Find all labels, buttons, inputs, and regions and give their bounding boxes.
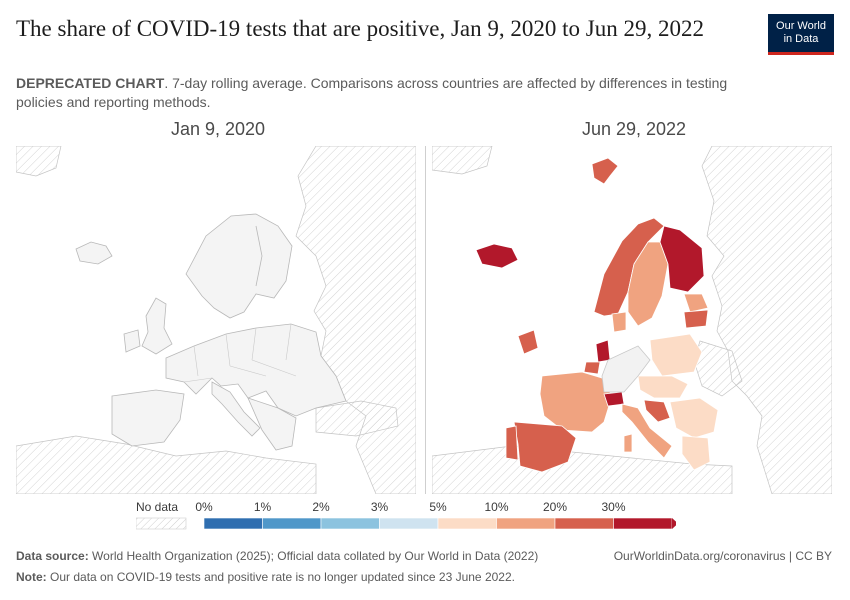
finland-line — [255, 225, 263, 287]
source-label: Data source: — [16, 549, 89, 563]
italy-shape — [621, 403, 673, 459]
turkey-shape — [315, 400, 399, 437]
legend-arrow-tip — [672, 518, 676, 529]
scandinavia-shape — [185, 213, 293, 319]
svalbard-shape — [591, 157, 619, 185]
latvia-shape — [683, 309, 709, 329]
germany-shape — [601, 345, 651, 393]
logo-line-2: in Data — [783, 33, 819, 45]
baltics-shape — [683, 293, 709, 313]
legend-tick-label: 0% — [195, 500, 213, 514]
finland-shape — [659, 225, 705, 293]
balkans-shape — [669, 397, 719, 439]
color-legend: No data 0% 1% 2% 3% 5% 10% 20% 30% — [136, 500, 676, 530]
subtitle-text: . 7-day rolling average. Comparisons acr… — [16, 75, 728, 110]
source-text: World Health Organization (2025); Offici… — [92, 549, 539, 563]
legend-bin-7 — [613, 517, 673, 530]
legend-bin-4 — [437, 517, 497, 530]
legend-tick-label: 10% — [484, 500, 508, 514]
legend-tick-label: 20% — [543, 500, 567, 514]
africa-shape — [16, 435, 317, 494]
portugal-shape — [505, 425, 519, 461]
legend-tick-label: 30% — [601, 500, 625, 514]
internal-borders — [183, 323, 297, 383]
croatia-shape — [643, 399, 671, 423]
france-shape — [539, 371, 613, 433]
belgium-shape — [583, 361, 601, 375]
russia-shape — [701, 146, 832, 494]
legend-bin-5 — [496, 517, 556, 530]
iceland-shape — [475, 243, 519, 269]
legend-bin-0 — [203, 517, 263, 530]
map-jan-2020[interactable] — [16, 146, 416, 494]
poland-shape — [649, 333, 703, 377]
owid-logo[interactable]: Our World in Data — [768, 14, 834, 55]
italy-shape — [211, 381, 261, 437]
legend-bin-1 — [262, 517, 322, 530]
logo-line-1: Our World — [776, 20, 826, 32]
legend-tick-label: 2% — [312, 500, 330, 514]
note-text: Our data on COVID-19 tests and positive … — [50, 570, 515, 584]
panel-divider — [425, 146, 426, 494]
chart-subtitle: DEPRECATED CHART. 7-day rolling average.… — [16, 74, 776, 112]
footer-note: Note: Our data on COVID-19 tests and pos… — [16, 570, 515, 585]
legend-bin-6 — [554, 517, 614, 530]
legend-tick-label: 1% — [254, 500, 272, 514]
subtitle-bold: DEPRECATED CHART — [16, 75, 165, 91]
legend-bin-3 — [379, 517, 439, 530]
iberia-shape — [111, 389, 185, 447]
greenland-shape — [16, 146, 62, 177]
footer-url[interactable]: OurWorldinData.org/coronavirus | CC BY — [613, 549, 832, 563]
map-jun-2022[interactable] — [432, 146, 832, 494]
spain-shape — [513, 421, 577, 473]
country-fills — [475, 157, 719, 473]
chart-title: The share of COVID-19 tests that are pos… — [16, 16, 704, 41]
iceland-shape — [75, 241, 113, 265]
greenland-shape — [432, 146, 493, 175]
note-label: Note: — [16, 570, 47, 584]
netherlands-shape — [595, 339, 611, 363]
sweden-shape — [627, 241, 669, 327]
panel-title-right: Jun 29, 2022 — [581, 119, 687, 139]
ireland-shape — [517, 329, 539, 355]
central-europe-shape — [637, 375, 689, 399]
britain-shape — [141, 297, 173, 355]
sardinia-shape — [623, 433, 633, 453]
greece-shape — [681, 435, 711, 471]
footer-source: Data source: World Health Organization (… — [16, 549, 538, 564]
ireland-shape — [123, 329, 141, 353]
legend-no-data-swatch — [136, 517, 187, 530]
russia-shape — [295, 146, 416, 494]
panel-title-left: Jan 9, 2020 — [170, 119, 266, 139]
mainland-shape — [165, 323, 347, 417]
switzerland-shape — [603, 391, 625, 407]
denmark-shape — [611, 311, 627, 333]
legend-no-data-label: No data — [136, 500, 178, 514]
legend-tick-label: 3% — [371, 500, 389, 514]
legend-bin-2 — [320, 517, 380, 530]
balkans-shape — [247, 397, 297, 451]
legend-tick-label: 5% — [429, 500, 447, 514]
